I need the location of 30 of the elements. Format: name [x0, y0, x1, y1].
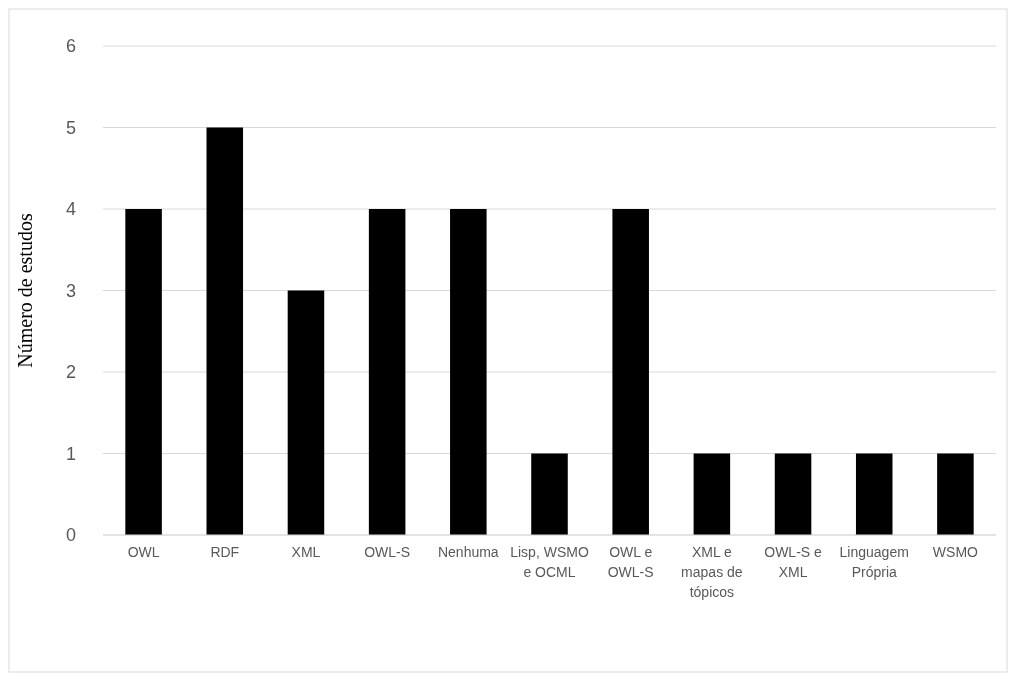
bar [774, 453, 812, 535]
x-tick-label: OWL-S [364, 544, 411, 560]
x-tick-label: Lisp, WSMO e OCML [510, 544, 589, 580]
bar [450, 209, 487, 535]
x-tick-label: OWL e OWL-S [607, 544, 654, 580]
bar [125, 209, 162, 535]
y-tick-label: 2 [65, 362, 77, 383]
x-tick-label: Nenhuma [437, 544, 499, 560]
y-tick-label: 4 [65, 199, 77, 220]
bar [368, 209, 406, 535]
x-tick-label: XML e mapas de tópicos [681, 544, 743, 600]
bar [287, 290, 325, 535]
y-tick-label: 5 [65, 117, 77, 138]
x-tick-label: OWL-S e XML [764, 544, 823, 580]
bar [937, 453, 974, 535]
x-tick-label: OWL [127, 544, 160, 560]
x-tick-label: Linguagem Própria [839, 544, 909, 580]
y-tick-label: 0 [65, 525, 77, 546]
bar [531, 453, 568, 535]
y-tick-label: 6 [65, 36, 77, 57]
y-axis-title: Número de estudos [14, 213, 36, 368]
bar [612, 209, 649, 535]
bar [206, 127, 244, 535]
x-tick-label: XML [291, 544, 321, 560]
y-tick-label: 1 [65, 443, 77, 464]
bar [693, 453, 731, 535]
y-tick-label: 3 [65, 280, 77, 301]
x-tick-label: RDF [210, 544, 240, 560]
bar [855, 453, 893, 535]
x-tick-label: WSMO [932, 544, 979, 560]
